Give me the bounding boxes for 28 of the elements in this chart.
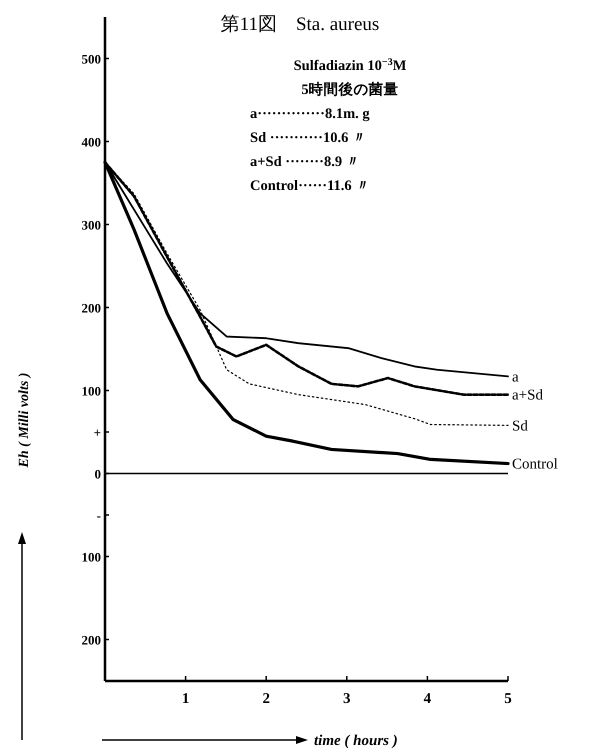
x-tick-label: 3 (343, 691, 351, 707)
y-tick-label: 100 (82, 384, 101, 398)
chart-title: 第11図 Sta. aureus (220, 14, 380, 35)
y-tick-label: 200 (82, 300, 101, 316)
y-tick-label: 100 (82, 550, 101, 564)
annotation: Control······11.6 〃 (250, 178, 370, 194)
series-label: Sd (512, 418, 528, 434)
series-label: a (512, 369, 519, 386)
y-tick-label: 500 (82, 52, 101, 66)
annotation: Sulfadiazin 10$^{−3}$M (294, 56, 406, 74)
annotation: Sd ···········10.6 〃 (250, 130, 367, 146)
x-tick-label: 5 (504, 691, 512, 707)
y-tick-label: 300 (82, 218, 101, 232)
y-axis-title: Eh ( Milli volts ) (17, 372, 32, 468)
annotation: 5時間後の菌量 (301, 82, 399, 98)
x-tick-label: 2 (262, 691, 270, 707)
annotation: a+Sd ········8.9 〃 (250, 154, 361, 170)
x-tick-label: 4 (424, 691, 432, 707)
x-axis-title: time ( hours ) (314, 733, 398, 749)
annotation: a··············8.1m. g (250, 106, 370, 122)
series-label: Control (512, 456, 558, 473)
x-tick-label: 1 (182, 691, 190, 707)
y-tick-label: 200 (82, 632, 101, 648)
y-tick-label: - (96, 508, 101, 523)
y-tick-label: 0 (94, 466, 101, 482)
y-tick-label: + (94, 425, 101, 440)
y-tick-label: 400 (82, 134, 101, 150)
series-label: a+Sd (512, 388, 544, 404)
